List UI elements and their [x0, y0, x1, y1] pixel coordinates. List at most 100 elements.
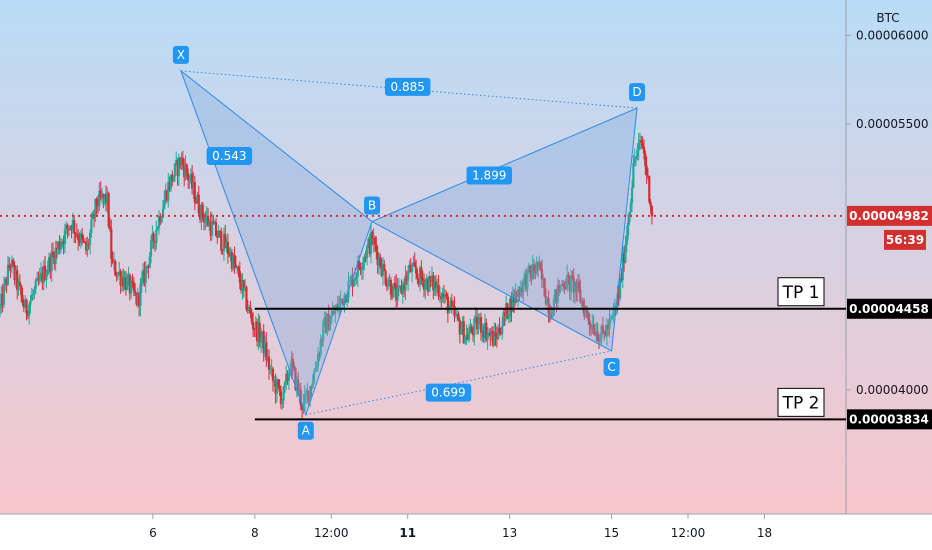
candle [254, 316, 257, 338]
candle [388, 273, 391, 287]
candle [585, 305, 589, 319]
candle [634, 156, 638, 167]
candle [131, 273, 134, 288]
candle [179, 156, 182, 170]
candle [380, 258, 383, 278]
candle [645, 156, 648, 185]
candle [425, 274, 428, 290]
candle [628, 211, 631, 226]
candle [14, 265, 18, 288]
candle [617, 284, 620, 307]
candle [611, 315, 614, 320]
candle [21, 287, 24, 306]
candle [191, 164, 194, 195]
candle [226, 233, 230, 264]
ac-ratio-line [305, 350, 612, 416]
candle [188, 175, 191, 189]
candle [250, 309, 253, 325]
candle [509, 296, 512, 323]
candle [67, 229, 71, 236]
candle [189, 168, 192, 185]
ratio-label[interactable]: 0.699 [425, 383, 472, 402]
pattern-point-x[interactable]: X [172, 45, 189, 64]
candle [99, 181, 102, 201]
candle [240, 273, 243, 294]
candle [63, 223, 67, 253]
candle [649, 198, 652, 214]
x-tick-label: 11 [399, 526, 416, 540]
candle [564, 278, 567, 290]
candle [408, 260, 411, 274]
candle [16, 265, 19, 300]
candle [356, 256, 359, 287]
candle [620, 268, 623, 283]
current-price-marker: 0.00004982 56:39 [0, 205, 932, 250]
candle [38, 267, 41, 285]
candle [373, 235, 377, 252]
candle [428, 271, 431, 293]
countdown-tag [884, 229, 926, 250]
candle [132, 276, 135, 297]
candle [42, 259, 45, 291]
candle [493, 322, 496, 347]
x-tick-label: 8 [251, 526, 259, 540]
candle [430, 266, 434, 287]
pattern-point-d[interactable]: D [629, 83, 646, 102]
candle [506, 302, 509, 320]
candle [128, 272, 131, 301]
candle [270, 359, 273, 377]
candle [422, 273, 426, 298]
candle [85, 237, 88, 255]
candle [26, 310, 29, 319]
candle [187, 168, 190, 189]
candle [387, 276, 390, 290]
candle [546, 296, 549, 305]
candle [399, 285, 402, 292]
candle [43, 256, 47, 281]
candle [441, 287, 444, 303]
candle [462, 315, 465, 344]
candle [9, 263, 12, 279]
candle [255, 318, 259, 347]
candle [368, 234, 371, 257]
candle [94, 198, 97, 222]
candle [320, 336, 324, 347]
candle [471, 327, 475, 342]
candle [119, 268, 122, 294]
candle [573, 280, 577, 304]
price-axis[interactable]: 0.00006000 0.00005500 0.00004000 [846, 28, 929, 397]
candle [115, 271, 118, 282]
ratio-label[interactable]: 0.885 [384, 77, 431, 96]
candle [263, 335, 267, 357]
ratio-label[interactable]: 1.899 [466, 166, 513, 185]
candle [50, 243, 53, 283]
candle [587, 310, 590, 325]
candle [395, 273, 398, 309]
candle [220, 227, 223, 255]
pattern-point-c[interactable]: C [603, 357, 620, 376]
candle [466, 327, 469, 341]
candle [503, 309, 506, 326]
candle [274, 373, 277, 404]
candle [412, 255, 415, 267]
ratio-label[interactable]: 0.543 [206, 146, 253, 165]
candle [498, 317, 501, 336]
harmonic-pattern[interactable]: 0.885 0.543 1.899 0.699 X A B C D [172, 45, 646, 440]
x-tick-label: 15 [604, 526, 619, 540]
candle [283, 380, 286, 394]
candle [287, 369, 290, 390]
candle [266, 348, 269, 363]
candle [630, 179, 634, 212]
candle [222, 227, 226, 261]
candle [392, 282, 395, 298]
pattern-point-b[interactable]: B [364, 196, 381, 215]
candle [197, 185, 200, 215]
candle [69, 224, 72, 231]
time-axis[interactable]: 6 8 12:00 11 13 15 12:00 18 [149, 514, 772, 540]
candle [646, 168, 650, 180]
candle [608, 308, 611, 337]
candle [607, 319, 610, 336]
pattern-point-a[interactable]: A [297, 421, 314, 440]
candle [563, 281, 566, 295]
